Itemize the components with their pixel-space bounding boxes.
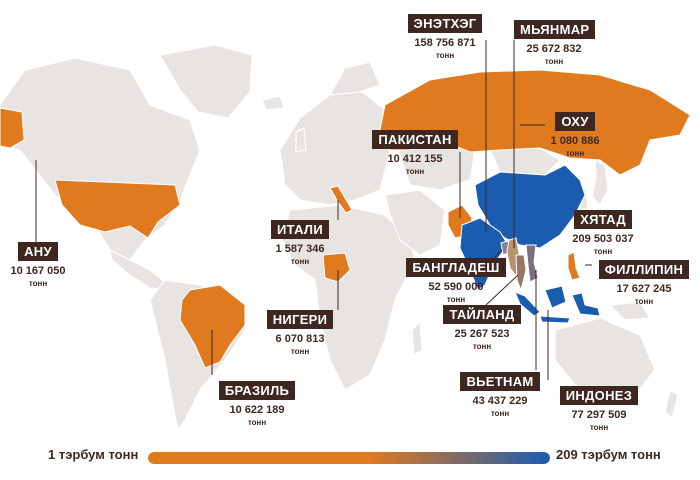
map-nigeria xyxy=(322,252,351,283)
leader-thailand xyxy=(485,274,519,306)
country-name: ХЯТАД xyxy=(574,210,632,229)
country-name: ВЬЕТНАМ xyxy=(460,372,540,391)
map-indonesia-borneo xyxy=(544,285,567,309)
country-unit: тонн xyxy=(593,247,613,256)
label-thailand: ТАЙЛАНД 25 267 523 тонн xyxy=(441,305,523,351)
country-name: ПАКИСТАН xyxy=(372,130,458,149)
country-name: ТАЙЛАНД xyxy=(443,305,521,324)
country-unit: тонн xyxy=(472,342,492,351)
country-name: АНУ xyxy=(18,242,58,261)
uk xyxy=(295,127,307,153)
label-italy: ИТАЛИ 1 587 346 тонн xyxy=(265,220,335,266)
country-name: ИНДОНЕЗ xyxy=(559,386,639,405)
country-unit: тонн xyxy=(589,423,609,432)
country-name: БАНГЛАДЕШ xyxy=(406,258,506,277)
country-value: 158 756 871 xyxy=(414,37,476,49)
map-philippines xyxy=(567,251,581,281)
country-unit: тонн xyxy=(565,149,585,158)
label-vietnam: ВЬЕТНАМ 43 437 229 тонн xyxy=(460,372,540,418)
country-value: 10 167 050 xyxy=(10,265,66,277)
label-russia: ОХУ 1 080 886 тонн xyxy=(540,112,610,158)
scandinavia xyxy=(328,61,381,96)
legend-max-label: 209 тэрбум тонн xyxy=(556,447,661,462)
legend-min-label: 1 тэрбум тонн xyxy=(48,447,139,462)
central-america xyxy=(109,248,172,291)
country-name: МЬЯНМАР xyxy=(514,20,596,39)
country-value: 1 587 346 xyxy=(275,243,325,255)
new-zealand xyxy=(664,389,679,420)
country-unit: тонн xyxy=(446,295,466,304)
country-unit: тонн xyxy=(435,51,455,60)
label-brazil: БРАЗИЛЬ 10 622 189 тонн xyxy=(212,381,302,427)
country-value: 17 627 245 xyxy=(616,283,672,295)
country-value: 43 437 229 xyxy=(472,395,528,407)
label-indonesia: ИНДОНЕЗ 77 297 509 тонн xyxy=(556,386,642,432)
country-unit: тонн xyxy=(544,57,564,66)
country-unit: тонн xyxy=(490,409,510,418)
map-thailand xyxy=(515,254,527,292)
country-name: ЭНЭТХЭГ xyxy=(407,14,483,33)
japan xyxy=(591,159,609,207)
country-value: 52 590 000 xyxy=(428,281,484,293)
country-unit: тонн xyxy=(634,297,654,306)
label-pakistan: ПАКИСТАН 10 412 155 тонн xyxy=(370,130,460,176)
country-unit: тонн xyxy=(405,167,425,176)
country-value: 25 267 523 xyxy=(454,328,510,340)
country-value: 77 297 509 xyxy=(571,409,627,421)
label-india: ЭНЭТХЭГ 158 756 871 тонн xyxy=(405,14,485,60)
map-indonesia-java xyxy=(539,315,571,324)
country-name: ИТАЛИ xyxy=(271,220,329,239)
legend-gradient-bar xyxy=(148,452,550,464)
country-value: 25 672 832 xyxy=(526,43,582,55)
png xyxy=(608,301,652,321)
map-brazil xyxy=(179,284,246,369)
country-name: БРАЗИЛЬ xyxy=(218,381,296,400)
country-unit: тонн xyxy=(290,257,310,266)
country-name: ОХУ xyxy=(555,112,595,131)
country-unit: тонн xyxy=(28,279,48,288)
map-alaska xyxy=(0,107,25,149)
label-myanmar: МЬЯНМАР 25 672 832 тонн xyxy=(514,20,596,66)
label-nigeria: НИГЕРИ 6 070 813 тонн xyxy=(264,310,336,356)
map-indonesia-sumatra xyxy=(514,291,541,317)
country-unit: тонн xyxy=(247,418,267,427)
map-indonesia-east xyxy=(571,292,601,317)
label-philippines: ФИЛЛИПИН 17 627 245 тонн xyxy=(592,260,696,306)
country-value: 10 412 155 xyxy=(387,153,443,165)
greenland xyxy=(159,44,253,119)
label-usa: АНУ 10 167 050 тонн xyxy=(2,242,74,288)
country-name: ФИЛЛИПИН xyxy=(598,260,690,279)
label-bangladesh: БАНГЛАДЕШ 52 590 000 тонн xyxy=(404,258,508,304)
madagascar xyxy=(411,320,423,357)
map-usa xyxy=(54,179,181,239)
middle-east xyxy=(384,189,446,256)
map-vietnam xyxy=(525,244,539,283)
iceland xyxy=(261,95,285,111)
country-value: 1 080 886 xyxy=(550,135,600,147)
country-value: 10 622 189 xyxy=(229,404,285,416)
country-value: 6 070 813 xyxy=(275,333,325,345)
label-china: ХЯТАД 209 503 037 тонн xyxy=(562,210,644,256)
europe xyxy=(279,89,391,206)
country-name: НИГЕРИ xyxy=(266,310,334,329)
country-unit: тонн xyxy=(290,347,310,356)
country-value: 209 503 037 xyxy=(572,233,634,245)
